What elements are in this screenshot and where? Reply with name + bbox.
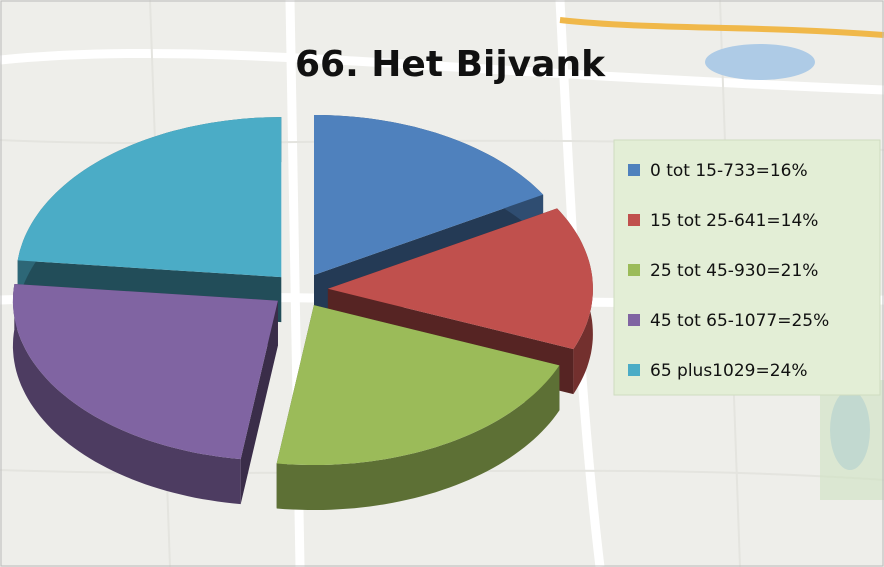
legend-label: 15 tot 25-641=14% [650,211,818,231]
legend-swatch [628,314,640,326]
pie [12,115,593,510]
slice-wall [12,284,241,505]
legend-label: 25 tot 45-930=21% [650,261,818,281]
slice [12,284,278,460]
legend-swatch [628,364,640,376]
slice [327,208,593,350]
legend-swatch [628,214,640,226]
legend-entries: 0 tot 15-733=16% 15 tot 25-641=14% 25 tot … [628,161,829,381]
slice-wall [276,365,560,510]
chart-title: 66. Het Bijvank [295,44,606,85]
legend-swatch [628,264,640,276]
legend-label: 65 plus1029=24% [650,361,807,381]
slice [17,117,282,278]
slice [276,305,560,465]
legend-label: 0 tot 15-733=16% [650,161,808,181]
legend-label: 45 tot 65-1077=25% [650,311,829,331]
legend-swatch [628,164,640,176]
slice [314,115,544,275]
legend [613,139,881,396]
slice-side [240,300,278,505]
